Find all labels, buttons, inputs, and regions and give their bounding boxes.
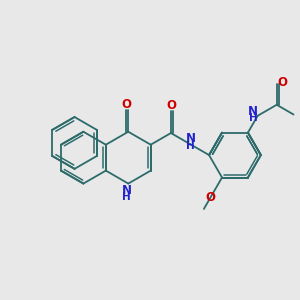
Text: H: H: [122, 192, 131, 202]
Text: N: N: [248, 105, 258, 118]
Text: O: O: [206, 191, 215, 204]
Text: O: O: [166, 99, 176, 112]
Text: N: N: [186, 132, 196, 145]
Text: O: O: [277, 76, 287, 89]
Text: N: N: [122, 184, 132, 196]
Text: H: H: [186, 140, 195, 151]
Text: H: H: [249, 113, 258, 123]
Text: O: O: [122, 98, 132, 111]
